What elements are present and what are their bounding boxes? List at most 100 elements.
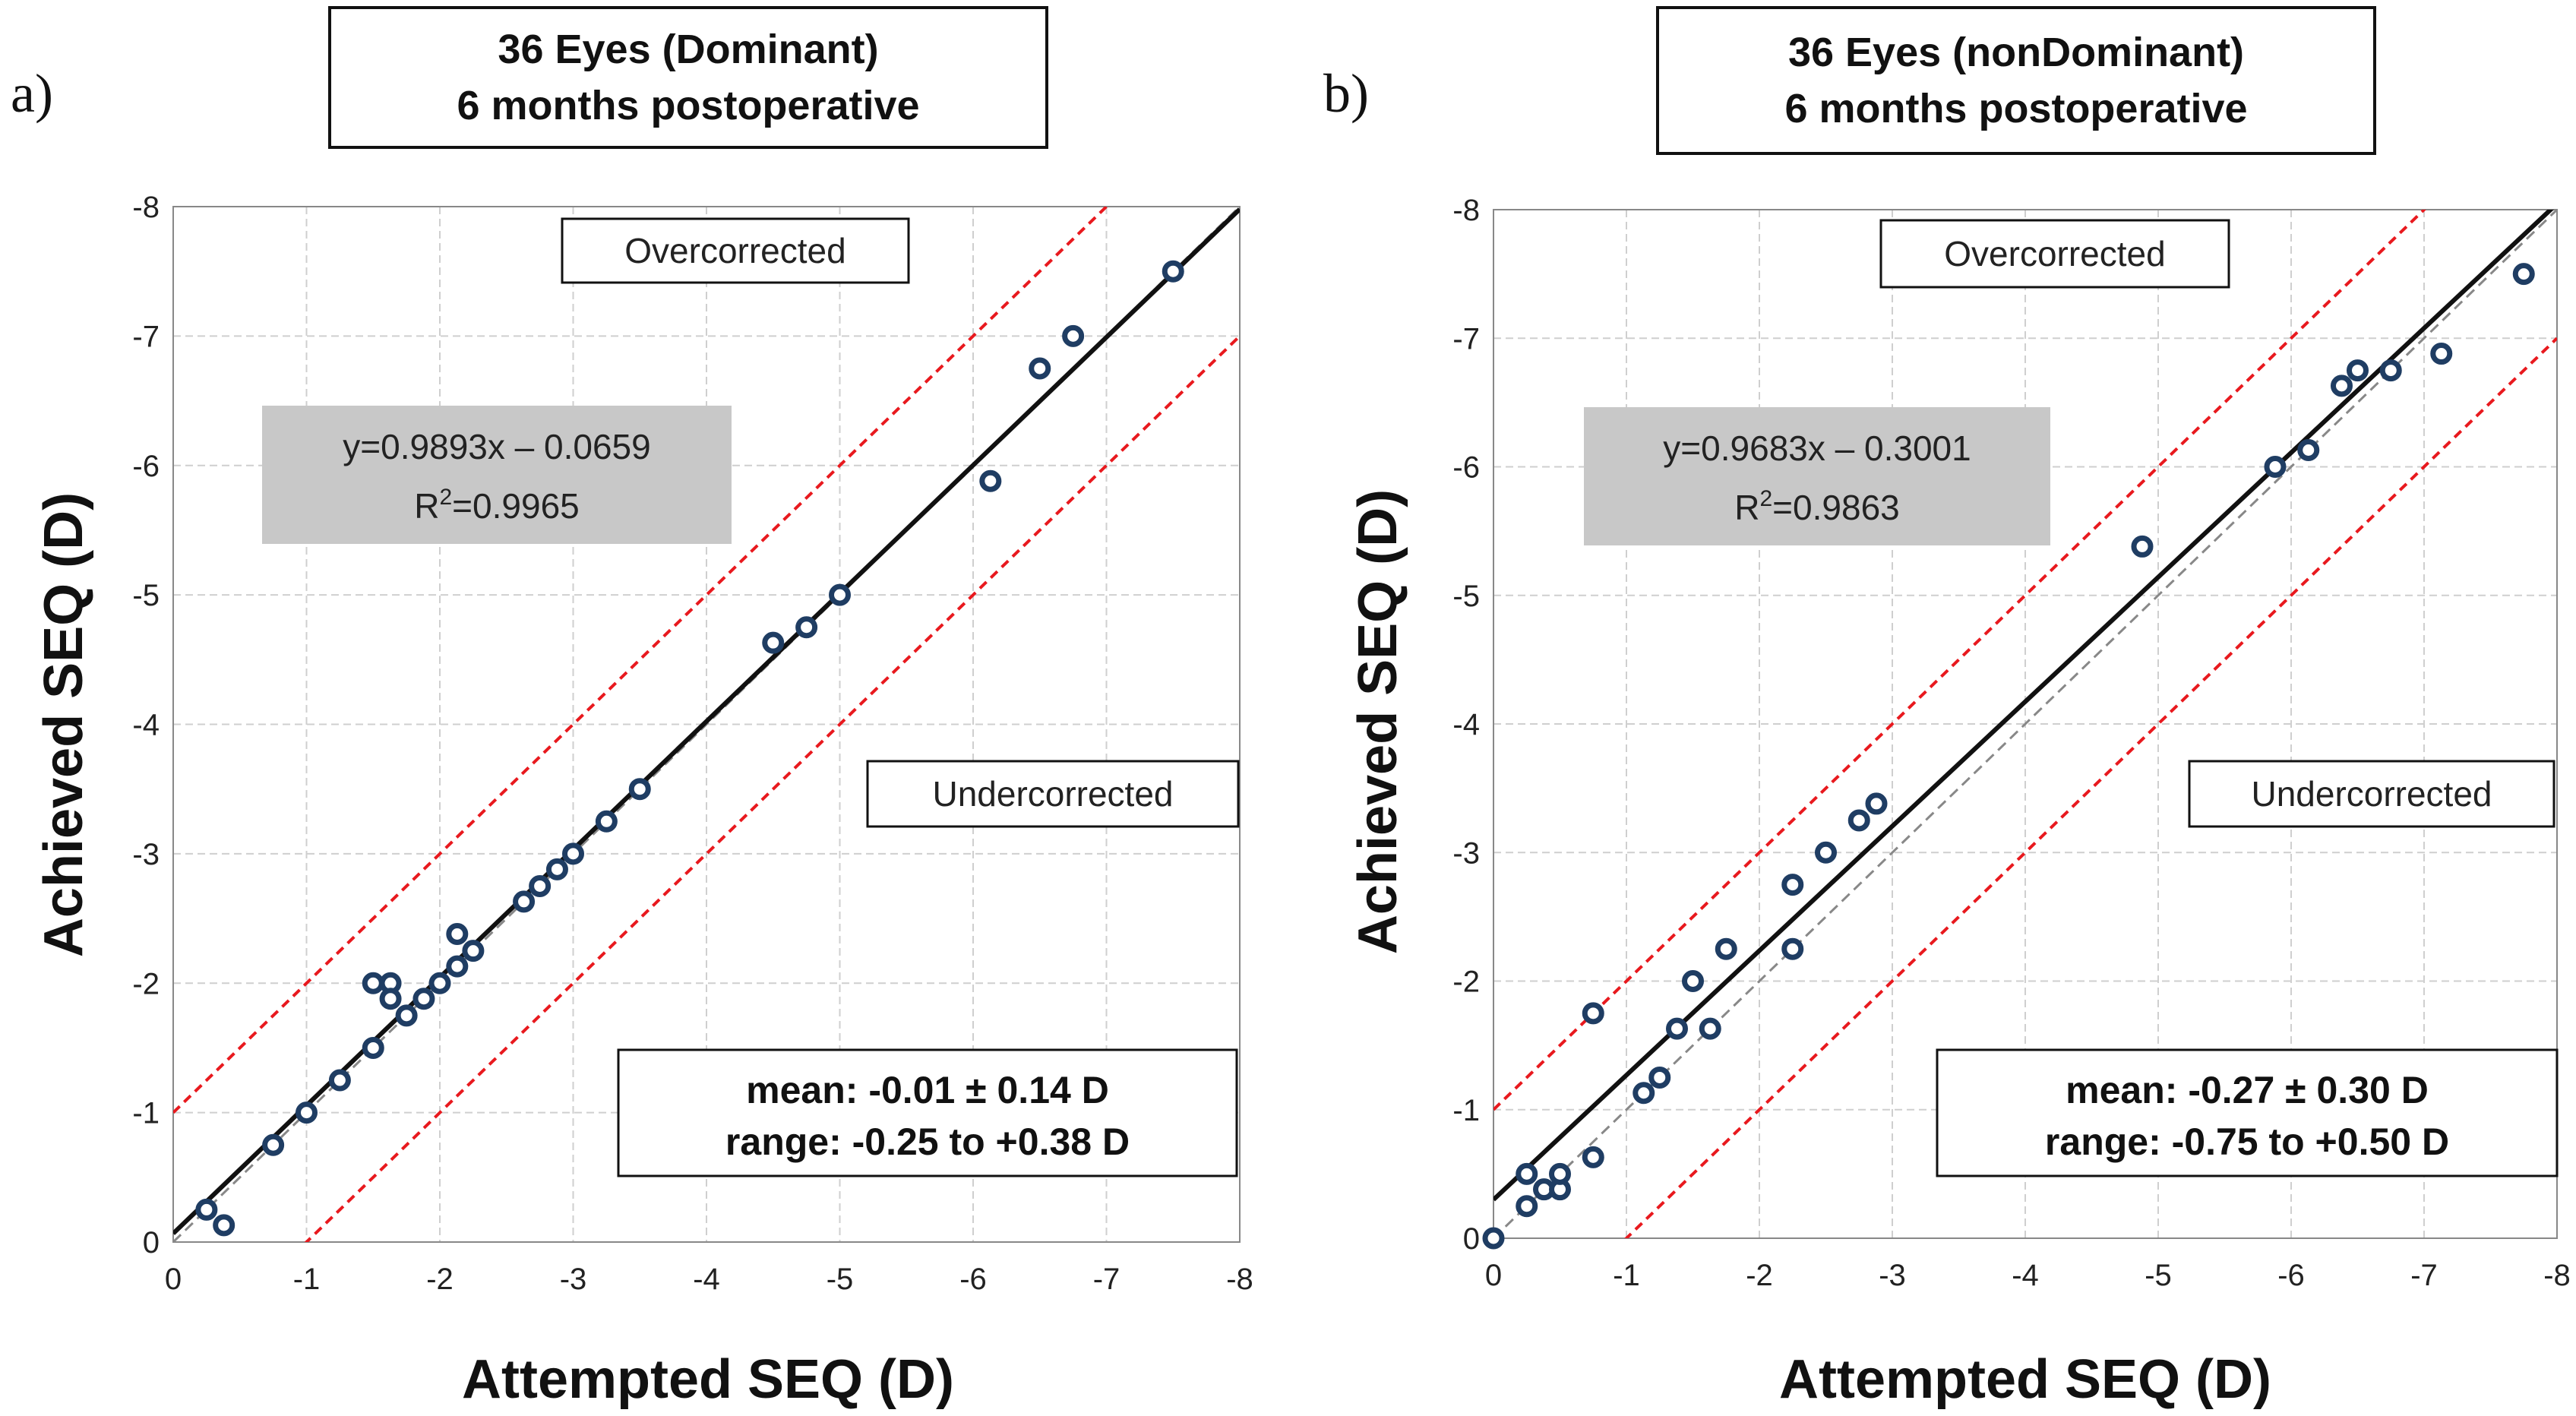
data-point-a [412, 988, 435, 1010]
equation-line-b: y=0.9683x – 0.3001 [1663, 428, 1971, 468]
r-squared-a: R2=0.9965 [414, 485, 579, 526]
data-point-b [1781, 874, 1804, 896]
y-tick-label-b: -2 [1452, 966, 1480, 999]
upper-bound-line-b [1493, 210, 2426, 1111]
data-point-b [1815, 841, 1837, 864]
data-point-a [829, 583, 851, 606]
x-axis-title-b: Attempted SEQ (D) [1779, 1349, 2271, 1410]
r-squared-sup-b: 2 [1759, 486, 1772, 511]
equation-box-b [1584, 407, 2050, 545]
x-tick-label-b: -7 [2410, 1259, 2438, 1292]
y-tick-label-a: -4 [132, 709, 160, 742]
data-point-b [2512, 263, 2535, 286]
overcorrected-label-a: Overcorrected [624, 231, 845, 270]
data-point-a [262, 1133, 285, 1156]
data-point-a [446, 923, 469, 946]
data-point-a [1162, 260, 1184, 283]
data-point-a [513, 890, 536, 913]
chart-title-line2-b: 6 months postoperative [1784, 86, 2248, 131]
y-tick-label-b: -4 [1452, 708, 1480, 741]
points-a [195, 260, 1184, 1237]
y-ticks-a: 0 -1 -2 -3 -4 -5 -6 -7 -8 [132, 191, 160, 1260]
data-point-b [1648, 1066, 1671, 1089]
data-point-b [1582, 1146, 1604, 1168]
stats-box-b [1936, 1048, 2559, 1177]
x-ticks-b: 0 -1 -2 -3 -4 -5 -6 -7 -8 [1485, 1259, 2571, 1292]
data-point-a [428, 972, 451, 994]
y-tick-label-b: -7 [1452, 322, 1480, 356]
data-point-b [1715, 937, 1737, 960]
data-point-b [1516, 1162, 1538, 1185]
chart-title-line2-a: 6 months postoperative [457, 83, 920, 128]
undercorrected-label-b: Undercorrected [2251, 774, 2492, 814]
data-point-a [595, 810, 618, 833]
y-tick-label-a: -1 [132, 1097, 160, 1130]
y-tick-label-a: -8 [132, 191, 160, 224]
chart-title-line1-b: 36 Eyes (nonDominant) [1787, 30, 2245, 75]
chart-title-line1-a: 36 Eyes (Dominant) [498, 27, 879, 72]
panel-letter-a: a) [11, 63, 53, 124]
data-point-a [395, 1004, 418, 1027]
data-point-a [529, 874, 552, 897]
x-tick-label-b: -3 [1879, 1259, 1906, 1292]
r-squared-value-a: =0.9965 [452, 486, 580, 526]
data-point-b [1633, 1082, 1655, 1105]
data-point-a [379, 988, 402, 1010]
y-axis-title-a: Achieved SEQ (D) [33, 492, 94, 957]
stats-range-a: range: -0.25 to +0.38 D [725, 1120, 1130, 1163]
y-tick-label-a: -5 [132, 579, 160, 612]
undercorrected-box-b [2188, 760, 2555, 828]
data-point-b [2264, 456, 2287, 478]
data-point-a [446, 955, 469, 978]
y-axis-title-b: Achieved SEQ (D) [1348, 489, 1408, 954]
data-point-b [1682, 970, 1704, 992]
data-point-b [2379, 359, 2402, 382]
data-point-b [1482, 1227, 1505, 1250]
y-tick-label-b: 0 [1463, 1222, 1480, 1256]
y-tick-label-b: -5 [1452, 580, 1480, 613]
data-point-a [213, 1214, 235, 1237]
data-point-b [2430, 343, 2453, 365]
x-tick-label-a: -1 [293, 1263, 321, 1296]
data-point-b [2347, 359, 2369, 382]
stats-mean-b: mean: -0.27 ± 0.30 D [2066, 1069, 2429, 1111]
data-point-a [795, 616, 818, 639]
data-point-a [979, 469, 1002, 492]
r-squared-prefix-b: R [1734, 488, 1759, 527]
data-point-b [2131, 535, 2154, 558]
lower-bound-line-a [304, 334, 1240, 1242]
data-point-b [1582, 1002, 1604, 1025]
overcorrected-box-a [561, 217, 910, 284]
data-point-a [195, 1198, 218, 1221]
identity-line-b [1493, 210, 2557, 1238]
x-tick-label-b: -5 [2145, 1259, 2172, 1292]
x-axis-title-a: Attempted SEQ (D) [462, 1349, 954, 1410]
data-point-b [1666, 1017, 1688, 1040]
y-tick-label-a: -6 [132, 450, 160, 483]
plot-frame-b [1493, 209, 2558, 1239]
data-point-a [328, 1069, 351, 1092]
undercorrected-box-a [866, 760, 1240, 828]
data-point-a [562, 842, 584, 865]
x-tick-label-b: -1 [1613, 1259, 1640, 1292]
y-tick-label-b: -6 [1452, 451, 1480, 485]
x-tick-label-a: -6 [959, 1263, 987, 1296]
data-point-b [2297, 438, 2320, 461]
data-point-b [2331, 375, 2353, 397]
stats-range-b: range: -0.75 to +0.50 D [2045, 1120, 2449, 1163]
y-tick-label-a: 0 [143, 1226, 160, 1260]
plot-frame-a [172, 206, 1241, 1243]
x-tick-label-a: -4 [693, 1263, 720, 1296]
data-point-b [1516, 1195, 1538, 1218]
equation-line-a: y=0.9893x – 0.0659 [343, 427, 650, 466]
x-tick-label-a: -3 [560, 1263, 587, 1296]
fit-line-a [173, 207, 1240, 1235]
data-point-a [1029, 357, 1051, 380]
equation-box-a [262, 406, 732, 544]
stats-box-a [617, 1048, 1238, 1177]
data-point-a [762, 631, 785, 654]
x-tick-label-a: -2 [426, 1263, 454, 1296]
data-point-a [545, 858, 568, 880]
data-point-b [1865, 792, 1888, 815]
